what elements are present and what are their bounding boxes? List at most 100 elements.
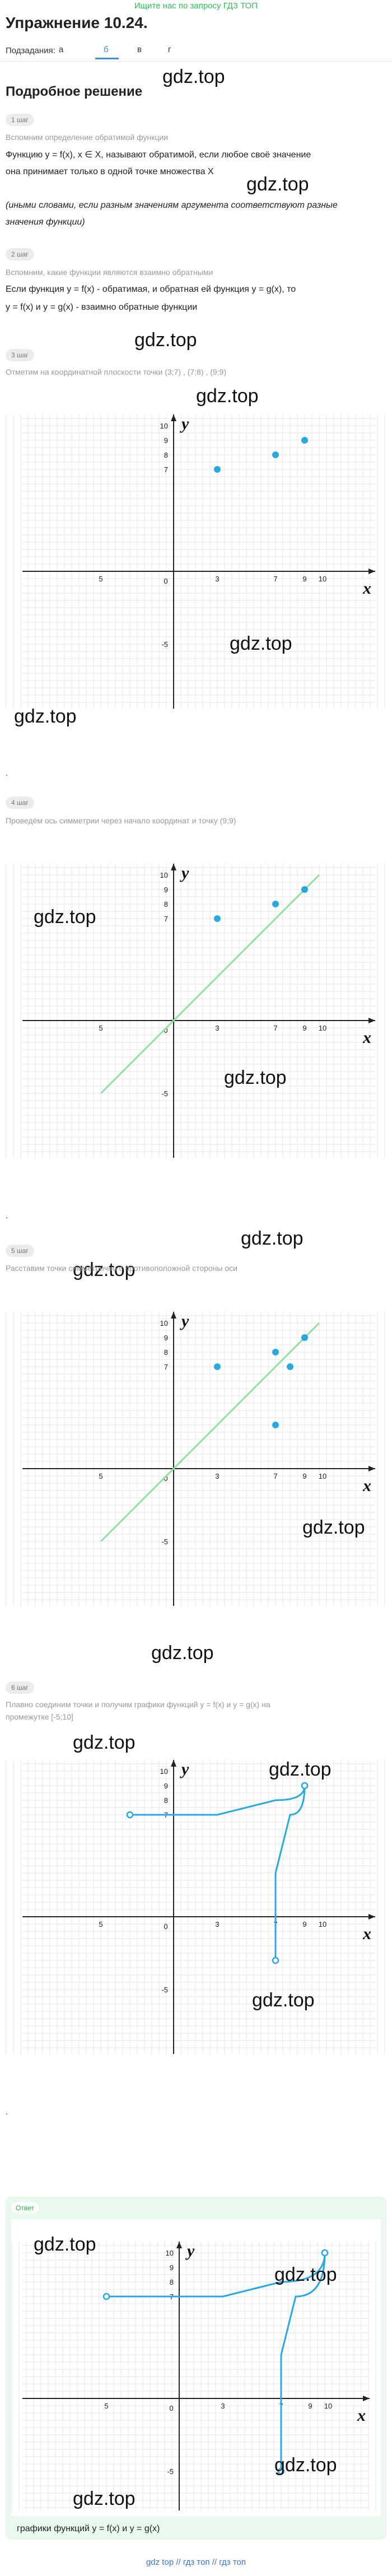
x-axis-arrow bbox=[368, 1914, 375, 1920]
coordinate-plot: x y 0 5 3 7 9 10 10 9 8 7 -5 bbox=[6, 1726, 386, 2062]
y-tick-label: 8 bbox=[170, 2278, 174, 2286]
watermark: gdz.top bbox=[241, 1228, 304, 1249]
function-curve bbox=[280, 2252, 326, 2471]
data-point bbox=[214, 915, 221, 922]
x-axis-label: x bbox=[362, 1028, 371, 1047]
y-axis-arrow bbox=[171, 864, 176, 870]
y-tick-label: 7 bbox=[164, 915, 168, 923]
step-caption: Проведём ось симметрии через начало коор… bbox=[6, 816, 236, 825]
y-tick-label: 10 bbox=[166, 2249, 174, 2257]
x-tick-label: 3 bbox=[215, 575, 219, 583]
data-point bbox=[301, 1334, 308, 1341]
x-tick-label: 10 bbox=[319, 575, 326, 583]
curve-open-endpoint bbox=[272, 1957, 279, 1964]
curve-open-endpoint bbox=[102, 2293, 110, 2300]
x-tick-label: 10 bbox=[324, 2402, 332, 2410]
x-axis-label: x bbox=[357, 2406, 366, 2425]
step-caption: Плавно соединим точки и получим графики … bbox=[6, 1700, 270, 1709]
step-text: она принимает только в одной точке множе… bbox=[6, 167, 214, 176]
x-axis-label: x bbox=[362, 1476, 371, 1495]
x-tick-label: 3 bbox=[221, 2402, 225, 2410]
origin-label: 0 bbox=[164, 577, 167, 585]
watermark: gdz.top bbox=[230, 633, 292, 654]
watermark: gdz.top bbox=[151, 1642, 214, 1664]
subtask-tab-g[interactable]: г bbox=[168, 45, 171, 54]
watermark: gdz.top bbox=[73, 1732, 136, 1753]
function-curve bbox=[274, 1785, 306, 1960]
step-label: 3 шаг bbox=[6, 349, 34, 361]
watermark: gdz.top bbox=[162, 66, 225, 87]
page-title: Упражнение 10.24. bbox=[6, 14, 148, 31]
x-axis-arrow bbox=[368, 1018, 375, 1023]
function-curve bbox=[106, 2252, 326, 2298]
promo-banner[interactable]: Ищите нас по запросу ГДЗ ТОП bbox=[134, 1, 258, 11]
y-axis-label: y bbox=[180, 1312, 189, 1330]
y-tick-label: 8 bbox=[164, 451, 168, 459]
curve-open-endpoint bbox=[277, 2467, 285, 2475]
data-point bbox=[272, 901, 279, 907]
active-tab-underline bbox=[95, 58, 119, 59]
subtask-tab-v[interactable]: в bbox=[137, 45, 142, 54]
x-tick-label: 9 bbox=[302, 1472, 306, 1480]
origin-label: 0 bbox=[164, 1026, 167, 1035]
symmetry-line bbox=[100, 874, 320, 1094]
x-tick-label: 10 bbox=[319, 1024, 326, 1032]
step-text: (иными словами, если разным значениям ар… bbox=[6, 201, 338, 210]
y-tick-label: -5 bbox=[161, 1089, 168, 1098]
x-tick-label: 5 bbox=[104, 2402, 108, 2410]
y-tick-label: 8 bbox=[164, 1348, 168, 1357]
y-tick-label: 7 bbox=[164, 465, 168, 474]
curve-open-endpoint bbox=[321, 2249, 329, 2257]
watermark: gdz.top bbox=[274, 2264, 337, 2285]
watermark: gdz.top bbox=[274, 2454, 337, 2476]
step-caption: Расставим точки симметрично с противопол… bbox=[6, 1264, 237, 1273]
data-point bbox=[214, 466, 221, 473]
symmetry-line bbox=[100, 1322, 320, 1543]
step-caption: Вспомним определение обратимой функции bbox=[6, 133, 169, 142]
x-tick-label: 7 bbox=[273, 575, 277, 583]
y-axis-arrow bbox=[171, 414, 176, 421]
y-axis-arrow bbox=[176, 2242, 182, 2248]
x-tick-label: 5 bbox=[99, 1472, 102, 1480]
watermark: gdz.top bbox=[73, 1259, 136, 1280]
data-point bbox=[287, 1363, 293, 1370]
step-label: 1 шаг bbox=[6, 114, 34, 126]
x-tick-label: 9 bbox=[308, 2402, 312, 2410]
step-label: 2 шаг bbox=[6, 248, 34, 260]
data-point bbox=[272, 1422, 279, 1428]
coordinate-plot: x y 0 5 3 7 9 10 10 9 8 7 -5 bbox=[6, 1278, 386, 1614]
data-point bbox=[272, 451, 279, 458]
watermark: gdz.top bbox=[196, 385, 259, 407]
y-axis-label: y bbox=[185, 2242, 195, 2260]
step-caption: Отметим на координатной плоскости точки … bbox=[6, 367, 227, 376]
y-tick-label: 8 bbox=[164, 900, 168, 909]
y-tick-label: 9 bbox=[170, 2263, 174, 2272]
step-text: Если функция y = f(x) - обратимая, и обр… bbox=[6, 285, 296, 294]
watermark: gdz.top bbox=[14, 706, 77, 727]
y-tick-label: 9 bbox=[164, 886, 168, 894]
answer-caption: графики функций y = f(x) и y = g(x) bbox=[17, 2524, 160, 2533]
y-tick-label: 9 bbox=[164, 1334, 168, 1342]
subtask-tab-b[interactable]: б bbox=[104, 45, 109, 54]
y-tick-label: 7 bbox=[164, 1363, 168, 1371]
watermark: gdz.top bbox=[252, 1990, 315, 2011]
step-label: 4 шаг bbox=[6, 796, 34, 809]
origin-label: 0 bbox=[164, 1474, 167, 1483]
data-point bbox=[214, 1363, 221, 1370]
x-tick-label: 3 bbox=[215, 1920, 219, 1928]
footer-links[interactable]: gdz top // гдз топ // гдз топ bbox=[146, 2558, 246, 2567]
step-text: значения функции) bbox=[6, 217, 85, 227]
y-axis-label: y bbox=[180, 864, 189, 882]
watermark: gdz.top bbox=[134, 329, 197, 351]
watermark: gdz.top bbox=[73, 2488, 136, 2509]
curve-open-endpoint bbox=[301, 1782, 309, 1790]
y-tick-label: -5 bbox=[161, 1538, 168, 1546]
curve-open-endpoint bbox=[126, 1811, 134, 1819]
subtask-tab-a[interactable]: а bbox=[59, 45, 64, 54]
x-tick-label: 7 bbox=[273, 1024, 277, 1032]
y-axis-arrow bbox=[171, 1760, 176, 1767]
coordinate-plot: x y 0 5 3 7 9 10 10 9 8 7 -5 bbox=[6, 830, 386, 1166]
x-tick-label: 7 bbox=[273, 1472, 277, 1480]
